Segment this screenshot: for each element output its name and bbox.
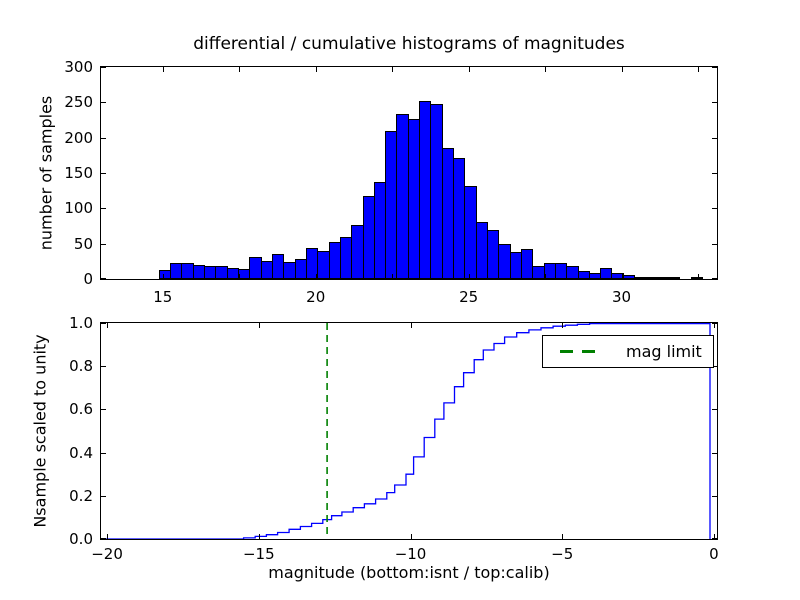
tick-mark [712,453,717,454]
bottom-x-tick-label: 0 [709,545,719,563]
top-y-tick-label: 100 [64,199,93,217]
bottom-x-axis-label: magnitude (bottom:isnt / top:calib) [268,563,549,582]
tick-mark [622,274,623,279]
tick-mark [101,453,106,454]
figure-title: differential / cumulative histograms of … [100,34,718,54]
tick-mark [101,409,106,410]
top-y-tick-label: 0 [83,270,93,288]
figure: differential / cumulative histograms of … [0,0,800,600]
top-x-tick-label: 25 [459,288,478,306]
tick-mark [101,102,106,103]
bottom-y-tick-label: 0.2 [69,487,93,505]
tick-mark [101,538,106,539]
top-y-tick-label: 200 [64,129,93,147]
bottom-y-tick-label: 0.6 [69,400,93,418]
tick-mark [101,366,106,367]
tick-mark [101,496,106,497]
tick-mark [107,534,108,539]
tick-mark [101,208,106,209]
tick-mark [712,102,717,103]
top-y-tick-label: 150 [64,164,93,182]
tick-mark [712,67,717,68]
cumulative-plot: mag limit [100,322,718,540]
tick-mark [469,274,470,279]
tick-mark [469,67,470,72]
tick-mark [698,67,699,72]
tick-mark [101,278,106,279]
legend-box: mag limit [542,335,714,368]
tick-mark [259,323,260,328]
tick-mark [712,323,717,324]
top-y-tick-label: 300 [64,58,93,76]
tick-mark [239,274,240,279]
bottom-y-tick-label: 0.0 [69,530,93,548]
top-y-axis-label: number of samples [37,96,56,251]
top-y-tick-label: 250 [64,93,93,111]
tick-mark [392,274,393,279]
tick-mark [712,138,717,139]
bottom-x-tick-label: −5 [551,545,573,563]
tick-mark [622,67,623,72]
tick-mark [163,274,164,279]
tick-mark [545,274,546,279]
tick-mark [392,67,393,72]
tick-mark [698,274,699,279]
legend-dash [582,350,595,353]
tick-mark [101,173,106,174]
bottom-y-tick-label: 0.4 [69,444,93,462]
bottom-x-tick-label: −15 [243,545,275,563]
histogram-bar [668,277,680,279]
tick-mark [163,67,164,72]
top-x-tick-label: 20 [306,288,325,306]
tick-mark [712,208,717,209]
tick-mark [411,323,412,328]
top-x-tick-label: 30 [612,288,631,306]
tick-mark [712,278,717,279]
bottom-y-axis-label: Nsample scaled to unity [31,334,50,527]
tick-mark [239,67,240,72]
tick-mark [316,274,317,279]
top-histogram-plot [100,66,718,280]
tick-mark [411,534,412,539]
tick-mark [562,534,563,539]
tick-mark [562,323,563,328]
tick-mark [712,538,717,539]
histogram-bar [691,277,703,279]
bottom-y-tick-label: 0.8 [69,357,93,375]
tick-mark [107,323,108,328]
legend-dash [560,350,573,353]
tick-mark [101,138,106,139]
tick-mark [712,409,717,410]
tick-mark [101,67,106,68]
top-x-tick-label: 15 [153,288,172,306]
tick-mark [316,67,317,72]
tick-mark [545,67,546,72]
tick-mark [712,173,717,174]
tick-mark [712,496,717,497]
tick-mark [101,323,106,324]
legend-dashed-line-sample [560,350,604,353]
bottom-x-tick-label: −20 [91,545,123,563]
bottom-x-tick-label: −10 [395,545,427,563]
tick-mark [101,244,106,245]
tick-mark [259,534,260,539]
legend-label: mag limit [626,342,702,361]
tick-mark [712,244,717,245]
top-y-tick-label: 50 [74,235,93,253]
bottom-y-tick-label: 1.0 [69,314,93,332]
